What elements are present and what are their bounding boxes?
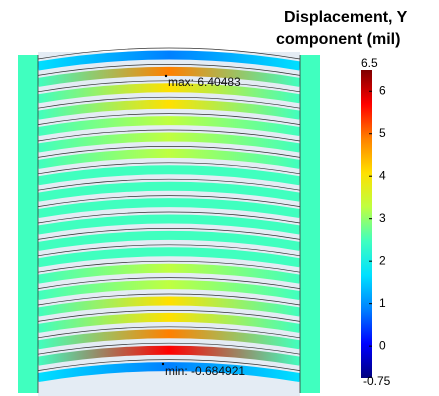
left-post — [18, 55, 38, 393]
annotation-marker — [165, 75, 167, 77]
chart-title: component (mil) — [276, 31, 400, 48]
colorbar-tick-label: 5 — [379, 126, 386, 140]
colorbar-limit-label: 6.5 — [361, 56, 378, 70]
chart-title: Displacement, Y — [284, 9, 408, 26]
right-post — [300, 55, 320, 393]
colorbar-tick-label: 0 — [379, 338, 386, 352]
annotation: min: -0.684921 — [165, 364, 245, 378]
colorbar-tick-label: 3 — [379, 211, 386, 225]
colorbar-tick-label: 4 — [379, 168, 386, 182]
colorbar-tick-label: 2 — [379, 253, 386, 267]
colorbar-tick-label: 6 — [379, 83, 386, 97]
annotation: max: 6.40483 — [168, 75, 241, 89]
colorbar — [361, 70, 372, 378]
chart: Displacement, Y component (mil) max: 6.4… — [0, 0, 439, 396]
annotation-marker — [162, 363, 164, 365]
colorbar-tick-label: 1 — [379, 296, 386, 310]
colorbar-limit-label: -0.75 — [363, 374, 391, 388]
